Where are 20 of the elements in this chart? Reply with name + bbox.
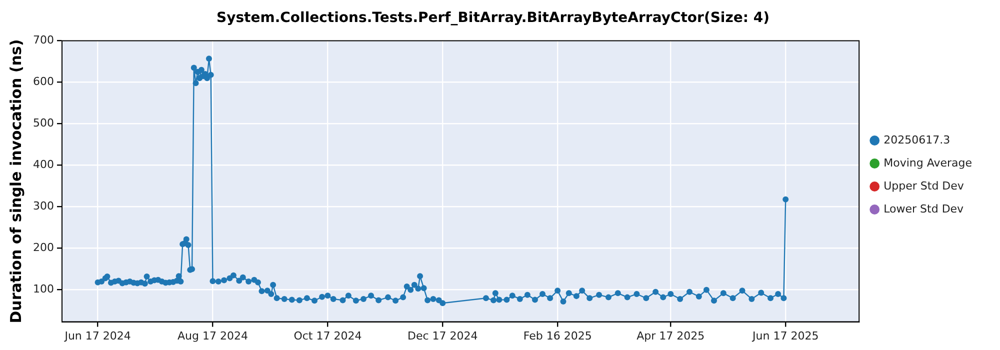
y-tick-label: 200	[32, 241, 54, 254]
x-tick-label: Dec 17 2024	[408, 329, 478, 342]
chart-title: System.Collections.Tests.Perf_BitArray.BitArrayByteArrayCtor(Size: 4)	[216, 10, 770, 26]
y-tick-label: 600	[32, 75, 54, 88]
y-tick-label: 700	[32, 34, 54, 47]
x-tick-label: Apr 17 2025	[636, 329, 705, 342]
y-tick-label: 100	[32, 282, 54, 296]
y-tick-label: 400	[32, 158, 54, 172]
x-tick-label: Oct 17 2024	[294, 329, 362, 342]
legend-label: Lower Std Dev	[884, 202, 964, 216]
y-axis-title: Duration of single invocation (ns)	[6, 39, 25, 324]
legend-label: Upper Std Dev	[884, 179, 964, 192]
y-tick-label: 300	[32, 200, 54, 213]
legend-label: 20250617.3	[884, 133, 950, 146]
x-tick-label: Jun 17 2025	[752, 329, 819, 342]
x-tick-label: Aug 17 2024	[178, 329, 248, 342]
legend-label: Moving Average	[884, 156, 972, 170]
x-tick-label: Jun 17 2024	[64, 329, 131, 342]
y-tick-label: 500	[32, 116, 54, 130]
x-tick-label: Feb 16 2025	[523, 329, 592, 342]
